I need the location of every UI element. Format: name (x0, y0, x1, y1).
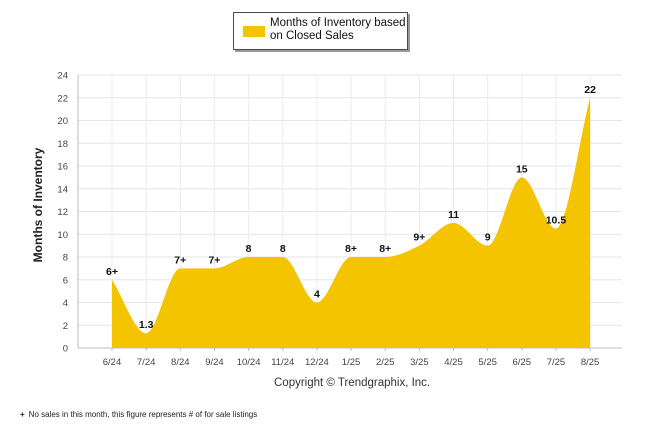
footnote: + No sales in this month, this figure rep… (20, 410, 257, 419)
legend-swatch (243, 26, 265, 37)
data-label: 1.3 (139, 319, 154, 331)
footnote-mark: + (20, 410, 25, 419)
data-label: 6+ (106, 266, 118, 278)
data-label: 8 (280, 243, 286, 255)
x-tick-label: 9/24 (205, 357, 224, 368)
y-tick-label: 22 (57, 93, 68, 104)
data-label: 7+ (174, 254, 186, 266)
x-tick-label: 8/24 (171, 357, 190, 368)
y-tick-label: 10 (57, 230, 68, 241)
data-label: 8+ (345, 243, 357, 255)
data-label: 9+ (413, 232, 425, 244)
data-label: 15 (516, 163, 528, 175)
data-label: 4 (314, 289, 320, 301)
data-label: 7+ (208, 254, 220, 266)
footnote-text: No sales in this month, this figure repr… (29, 410, 258, 419)
y-tick-label: 20 (57, 116, 68, 127)
y-tick-label: 24 (57, 71, 68, 82)
y-tick-label: 4 (63, 298, 68, 309)
x-tick-label: 3/25 (410, 357, 429, 368)
y-tick-label: 2 (63, 321, 68, 332)
x-tick-label: 6/25 (513, 357, 532, 368)
y-tick-label: 6 (63, 275, 68, 286)
x-tick-label: 4/25 (444, 357, 463, 368)
data-label: 9 (485, 232, 491, 244)
y-tick-label: 16 (57, 162, 68, 173)
data-label: 10.5 (546, 215, 567, 227)
y-tick-label: 14 (57, 184, 68, 195)
x-tick-label: 7/25 (547, 357, 566, 368)
x-tick-label: 1/25 (342, 357, 361, 368)
data-label: 22 (584, 84, 596, 96)
legend: Months of Inventory based on Closed Sale… (233, 12, 408, 50)
x-tick-label: 5/25 (478, 357, 497, 368)
y-tick-label: 0 (63, 344, 68, 355)
y-tick-label: 18 (57, 139, 68, 150)
copyright-text: Copyright © Trendgraphix, Inc. (274, 377, 430, 389)
x-tick-label: 11/24 (271, 357, 294, 368)
y-tick-label: 12 (57, 207, 68, 218)
x-tick-label: 6/24 (103, 357, 122, 368)
data-label: 8 (246, 243, 252, 255)
data-label: 8+ (379, 243, 391, 255)
y-tick-label: 8 (63, 253, 68, 264)
x-tick-label: 10/24 (237, 357, 261, 368)
data-label: 11 (448, 209, 459, 221)
x-tick-label: 12/24 (305, 357, 329, 368)
y-axis-title: Months of Inventory (31, 147, 45, 262)
x-tick-label: 2/25 (376, 357, 395, 368)
x-tick-label: 8/25 (581, 357, 600, 368)
legend-label: Months of Inventory based on Closed Sale… (270, 17, 406, 43)
x-tick-label: 7/24 (137, 357, 156, 368)
